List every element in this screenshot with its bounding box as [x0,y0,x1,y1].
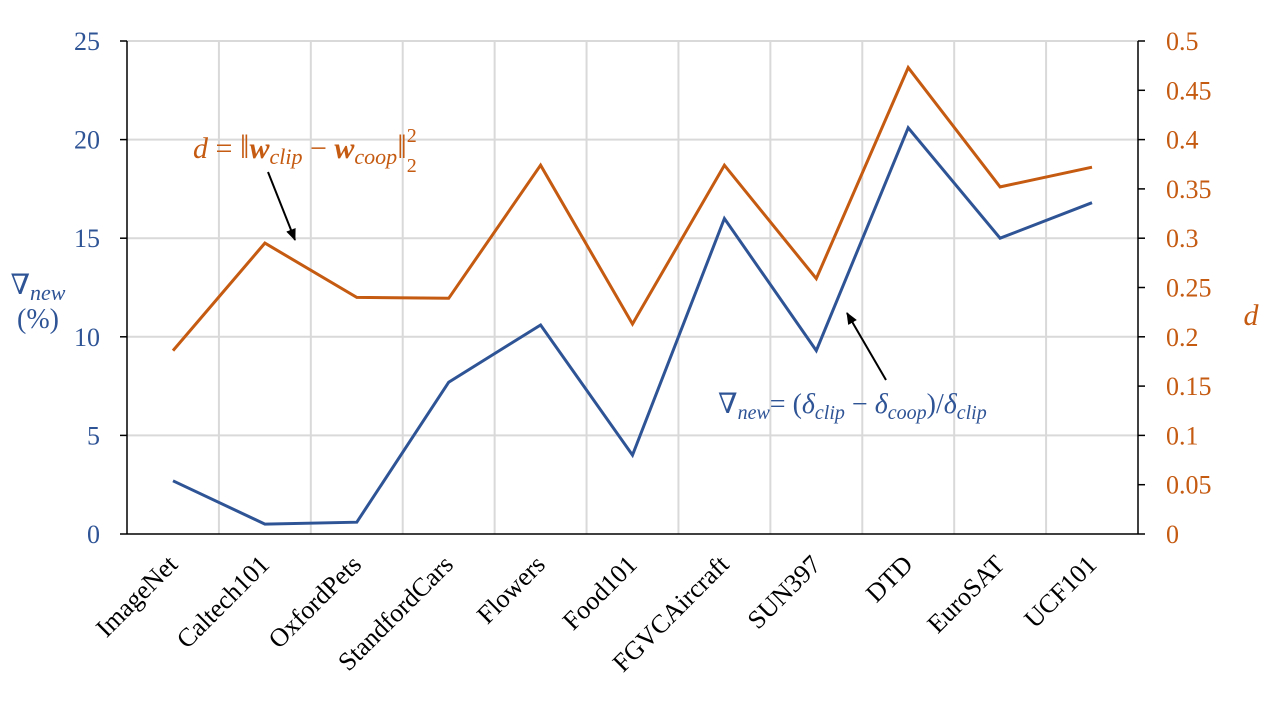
left-tick-label: 25 [74,27,100,56]
point-d [264,243,265,244]
left-tick-label: 20 [74,126,100,155]
d-formula-annotation: d = ‖wclip − wcoop‖2 2 [193,125,417,177]
point-d [448,298,449,299]
left-axis-ticks: 0 5 10 15 20 25 [74,27,127,549]
point-nabla-new [264,524,265,525]
right-tick-label: 0.5 [1166,27,1199,56]
left-axis-label: ∇new [10,270,65,305]
category-label: Food101 [557,550,643,636]
point-d [1000,186,1001,187]
point-d [632,323,633,324]
grid-lines [127,40,1138,534]
series-line-nabla-new [172,124,1093,526]
left-tick-label: 10 [74,323,100,352]
point-d [172,350,173,351]
point-nabla-new [632,455,633,456]
right-tick-label: 0.25 [1166,274,1212,303]
right-tick-label: 0.4 [1166,126,1199,155]
point-d [356,297,357,298]
point-d [1092,167,1093,168]
category-label: SUN397 [742,550,827,635]
series-lines [171,64,1093,526]
category-labels: ImageNetCaltech101OxfordPetsStandfordCar… [90,549,1102,677]
point-nabla-new [1000,238,1001,239]
right-axis-label: d [1244,299,1260,332]
point-nabla-new [356,522,357,523]
point-d [908,67,909,68]
point-nabla-new [816,350,817,351]
nabla-formula-annotation: ∇new= (δclip − δcoop)/δclip [718,389,987,424]
category-label: EuroSAT [921,550,1010,639]
right-tick-label: 0.1 [1166,421,1199,450]
category-label: Caltech101 [171,550,275,654]
point-nabla-new [724,218,725,219]
d-formula-arrow [267,171,296,241]
right-tick-label: 0.15 [1166,372,1212,401]
point-d [724,165,725,166]
right-tick-label: 0.3 [1166,224,1199,253]
point-nabla-new [448,382,449,383]
left-axis-label-unit: (%) [17,304,59,335]
category-label: Flowers [471,550,551,630]
point-nabla-new [1092,202,1093,203]
point-d [540,165,541,166]
category-label: DTD [860,550,918,608]
svg-text:∇new= (δclip − δcoop)/δclip: ∇new= (δclip − δcoop)/δclip [718,389,987,424]
right-axis-ticks: 0 0.05 0.1 0.15 0.2 0.25 0.3 0.35 0.4 0.45 0.5 [1138,27,1212,549]
category-label: ImageNet [90,549,184,643]
left-tick-label: 15 [74,224,100,253]
axes [126,41,1139,535]
point-nabla-new [540,324,541,325]
right-tick-label: 0 [1166,520,1179,549]
point-d [816,278,817,279]
right-tick-label: 0.45 [1166,76,1212,105]
svg-text:d = ‖wclip − wcoop‖22: d = ‖wclip − wcoop‖2 2 [193,125,417,177]
point-nabla-new [908,127,909,128]
series-line-d [171,64,1093,352]
point-nabla-new [172,480,173,481]
right-tick-label: 0.2 [1166,323,1199,352]
left-tick-label: 0 [87,520,100,549]
left-tick-label: 5 [87,421,100,450]
category-label: UCF101 [1018,550,1102,634]
nabla-formula-arrow [846,312,887,381]
right-tick-label: 0.35 [1166,175,1212,204]
right-tick-label: 0.05 [1166,471,1212,500]
